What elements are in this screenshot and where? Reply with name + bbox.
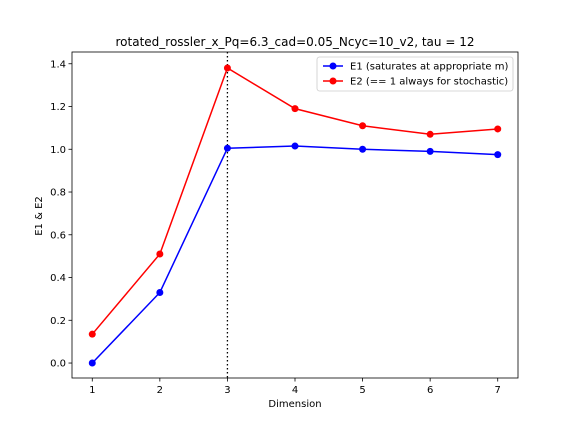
x-axis-label: Dimension [268,399,321,410]
y-tick-label: 1.2 [50,102,66,113]
series-2-point [494,125,502,133]
series-2-point [88,330,96,338]
x-tick-label: 6 [427,385,433,396]
legend: E1 (saturates at appropriate m) E2 (== 1 … [316,56,514,92]
series-2-point [426,130,434,138]
y-tick-label: 0.8 [50,188,66,199]
y-axis-label: E1 & E2 [34,196,45,236]
series-line-1 [91,145,498,364]
y-tick-label: 0.2 [50,316,66,327]
series-1-point [223,144,231,152]
legend-label-1: E1 (saturates at appropriate m) [350,62,508,73]
series-1-point [156,288,164,296]
series-2-point [291,105,299,113]
y-axis: 0.0 0.2 0.4 0.6 0.8 1.0 1.2 1.4 [50,59,72,370]
plot-area: 1 2 3 4 5 6 7 0.0 0.2 0.4 0.6 0.8 1.0 1.2 1.4 [50,51,519,396]
y-tick-label: 0.6 [50,230,66,241]
legend-marker-1 [329,62,337,70]
x-tick-label: 2 [157,385,163,396]
y-tick-label: 1.4 [50,59,66,70]
legend-box [316,56,514,92]
x-tick-label: 7 [495,385,501,396]
axes-frame [71,51,519,379]
series-1-point [494,151,502,159]
series-2-point [359,122,367,130]
series-1-point [359,145,367,153]
series-1-point [426,147,434,155]
x-axis: 1 2 3 4 5 6 7 [89,378,501,396]
series-2-point [223,64,231,72]
x-tick-label: 1 [89,385,95,396]
legend-label-2: E2 (== 1 always for stochastic) [350,77,508,88]
y-tick-label: 0.0 [50,359,66,370]
x-tick-label: 3 [224,385,230,396]
legend-marker-2 [329,77,337,85]
y-tick-label: 1.0 [50,145,66,156]
series-1-point [88,359,96,367]
chart-title: rotated_rossler_x_Pq=6.3_cad=0.05_Ncyc=1… [116,35,475,49]
y-tick-label: 0.4 [50,273,66,284]
series-1-point [291,142,299,150]
x-tick-label: 4 [292,385,298,396]
x-tick-label: 5 [359,385,365,396]
series-2-point [156,250,164,258]
